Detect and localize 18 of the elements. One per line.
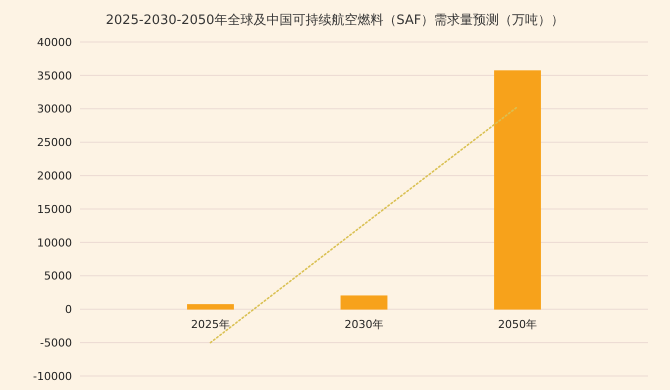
y-tick-label: 35000 [37,69,72,82]
y-tick-label: 0 [65,303,72,316]
bar [187,304,234,310]
y-tick-label: -5000 [40,336,72,350]
y-tick-label: 5000 [44,270,72,283]
y-tick-label: 25000 [37,136,72,150]
y-tick-label: 15000 [37,202,72,216]
y-tick-label: 40000 [37,36,72,49]
bar [340,295,388,310]
y-tick-label: 30000 [37,102,72,116]
x-tick-label: 2030年 [344,318,384,332]
y-tick-label: 20000 [37,169,72,182]
chart-title: 2025-2030-2050年全球及中国可持续航空燃料（SAF）需求量预测（万吨）） [106,13,564,28]
x-tick-label: 2025年 [190,318,230,332]
x-tick-label: 2050年 [498,318,538,332]
y-tick-label: 10000 [37,236,72,250]
y-tick-label: -10000 [33,370,72,383]
bar [494,70,541,310]
